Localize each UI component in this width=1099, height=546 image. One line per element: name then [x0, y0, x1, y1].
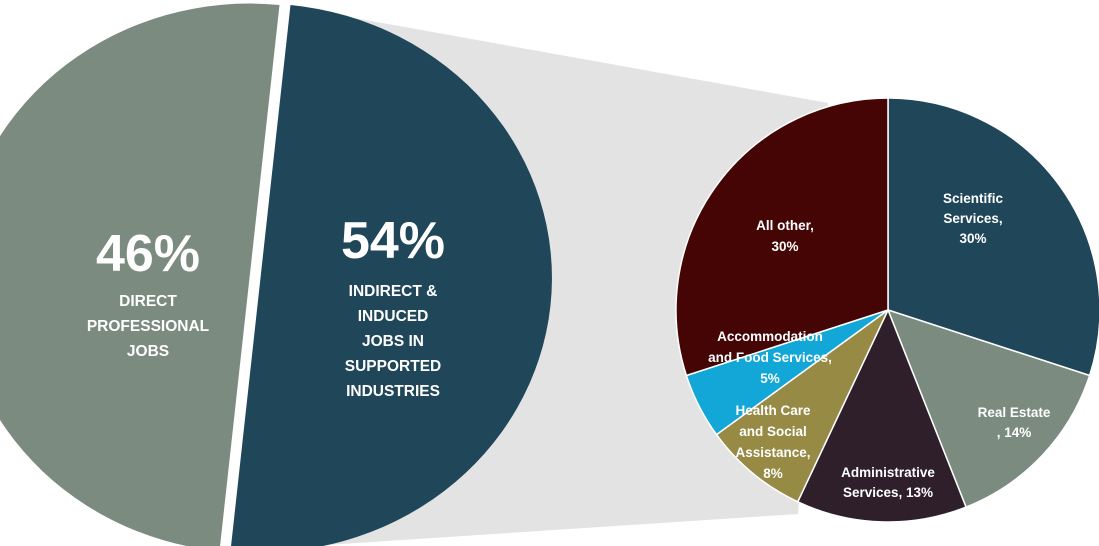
indirect-caption-line-1: INDIRECT & — [349, 283, 438, 300]
slice-direct-professional-jobs — [0, 3, 280, 546]
indirect-caption-line-5: INDUSTRIES — [346, 383, 440, 400]
slice-health — [715, 309, 889, 503]
direct-caption-line-1: DIRECT — [119, 293, 177, 310]
label-accommodation-line-3: 5% — [760, 371, 780, 386]
label-scientific-line-2: Services, — [943, 211, 1002, 226]
label-accommodation-food: Accommodation and Food Services, 5% — [708, 329, 832, 386]
label-administrative-line-2: Services, 13% — [843, 485, 933, 500]
label-all-other: All other, 30% — [756, 218, 814, 254]
slice-indirect-induced-jobs — [231, 5, 553, 546]
label-administrative-services: Administrative Services, 13% — [841, 465, 935, 500]
indirect-caption-line-4: SUPPORTED — [345, 358, 441, 375]
label-health-line-3: Assistance, — [735, 445, 810, 460]
label-health-care: Health Care and Social Assistance, 8% — [735, 403, 811, 481]
label-all-other-line-2: 30% — [771, 239, 798, 254]
label-health-line-2: and Social — [739, 424, 807, 439]
indirect-percent-label: 54% — [341, 212, 445, 270]
label-all-other-line-1: All other, — [756, 218, 814, 233]
label-real-estate: Real Estate , 14% — [978, 405, 1051, 440]
slice-scientific — [887, 97, 1099, 377]
indirect-caption-line-2: INDUCED — [358, 308, 429, 325]
label-administrative-line-1: Administrative — [841, 465, 935, 480]
main-pie — [0, 3, 553, 546]
label-scientific-line-1: Scientific — [943, 191, 1004, 206]
slice-administrative — [796, 308, 968, 523]
label-health-line-4: 8% — [763, 466, 783, 481]
label-real-estate-line-1: Real Estate — [978, 405, 1051, 420]
direct-caption-line-3: JOBS — [127, 343, 169, 360]
label-scientific-services: Scientific Services, 30% — [943, 191, 1004, 246]
label-accommodation-line-2: and Food Services, — [708, 350, 832, 365]
slice-real-estate — [886, 308, 1091, 509]
breakdown-pie — [675, 97, 1099, 523]
direct-percent-label: 46% — [96, 225, 200, 283]
direct-caption-line-2: PROFESSIONAL — [87, 318, 209, 335]
slice-all-other — [675, 97, 889, 377]
label-health-line-1: Health Care — [735, 403, 811, 418]
indirect-caption-line-3: JOBS IN — [362, 333, 424, 350]
label-real-estate-line-2: , 14% — [997, 425, 1032, 440]
label-scientific-line-3: 30% — [959, 231, 986, 246]
label-accommodation-line-1: Accommodation — [717, 329, 823, 344]
